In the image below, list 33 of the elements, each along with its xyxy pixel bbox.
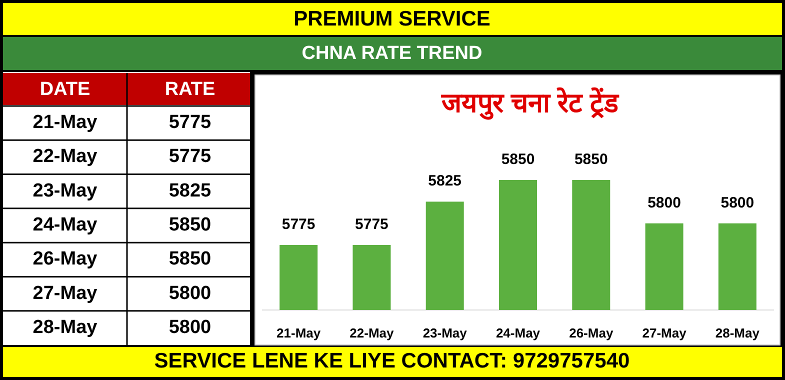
text: DATE xyxy=(40,79,90,100)
x-tick-label: 22-May xyxy=(350,325,395,340)
data-label: 5825 xyxy=(428,172,462,190)
chart-subtitle: CHNA RATE TREND xyxy=(302,43,482,64)
x-tick-label: 26-May xyxy=(569,325,614,340)
x-tick-label: 24-May xyxy=(496,325,541,340)
data-label: 5825 xyxy=(168,180,212,202)
data-label: 5775 xyxy=(168,146,212,168)
x-tick-label: 27-May xyxy=(642,325,688,340)
category-label: 27-May xyxy=(32,282,98,304)
category-label: 23-May xyxy=(32,180,98,202)
text: RATE xyxy=(164,79,216,100)
category-label: 21-May xyxy=(32,112,98,134)
data-label: 5800 xyxy=(168,316,212,338)
data-label: 5800 xyxy=(720,194,754,212)
data-label: 5775 xyxy=(282,216,316,233)
x-tick-label: 23-May xyxy=(422,325,468,340)
data-label: 5850 xyxy=(574,150,608,168)
category-label: 24-May xyxy=(32,214,98,236)
category-label: 22-May xyxy=(32,146,98,168)
x-tick-label: 21-May xyxy=(276,325,322,340)
data-label: 5800 xyxy=(648,194,681,212)
data-label: 5775 xyxy=(355,216,388,233)
text: SERVICE LENE KE LIYE CONTACT: 9729757540 xyxy=(154,350,630,373)
data-label: 5800 xyxy=(168,282,212,304)
category-label: 26-May xyxy=(32,248,98,270)
x-tick-label: 28-May xyxy=(715,325,760,340)
data-label: 5850 xyxy=(501,150,535,168)
chart-title: जयपुर चना रेट ट्रेंड xyxy=(440,87,620,120)
data-label: 5850 xyxy=(168,248,212,270)
text: PREMIUM SERVICE xyxy=(294,8,490,31)
data-label: 5775 xyxy=(168,112,212,134)
data-label: 5850 xyxy=(168,214,212,236)
